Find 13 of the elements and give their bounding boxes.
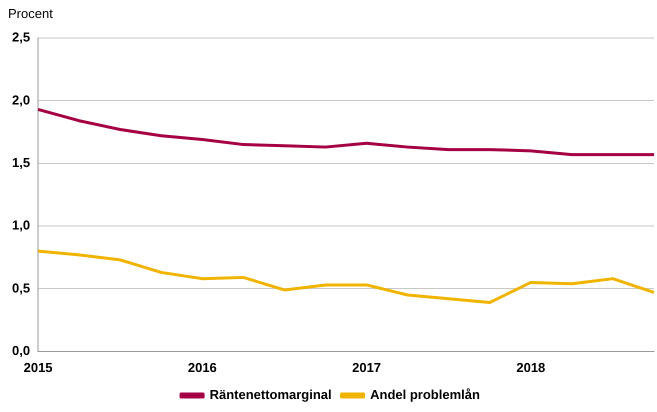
x-tick-label: 2015 bbox=[24, 360, 53, 375]
y-tick-label: 0,0 bbox=[12, 342, 30, 358]
x-tick-label: 2016 bbox=[188, 360, 217, 375]
y-tick-label: 1,0 bbox=[12, 218, 30, 233]
y-axis-title: Procent bbox=[8, 6, 54, 22]
y-tick-label: 1,5 bbox=[12, 154, 30, 170]
x-tick-label: 2018 bbox=[516, 360, 546, 375]
y-tick-label: 2,5 bbox=[12, 30, 30, 45]
y-tick-label: 0,5 bbox=[12, 280, 30, 296]
y-tick-label: 2,0 bbox=[12, 92, 30, 108]
legend-label: Räntenettomarginal bbox=[210, 387, 332, 402]
x-tick-label: 2017 bbox=[352, 360, 382, 375]
legend-label: Andel problemlån bbox=[370, 387, 480, 402]
